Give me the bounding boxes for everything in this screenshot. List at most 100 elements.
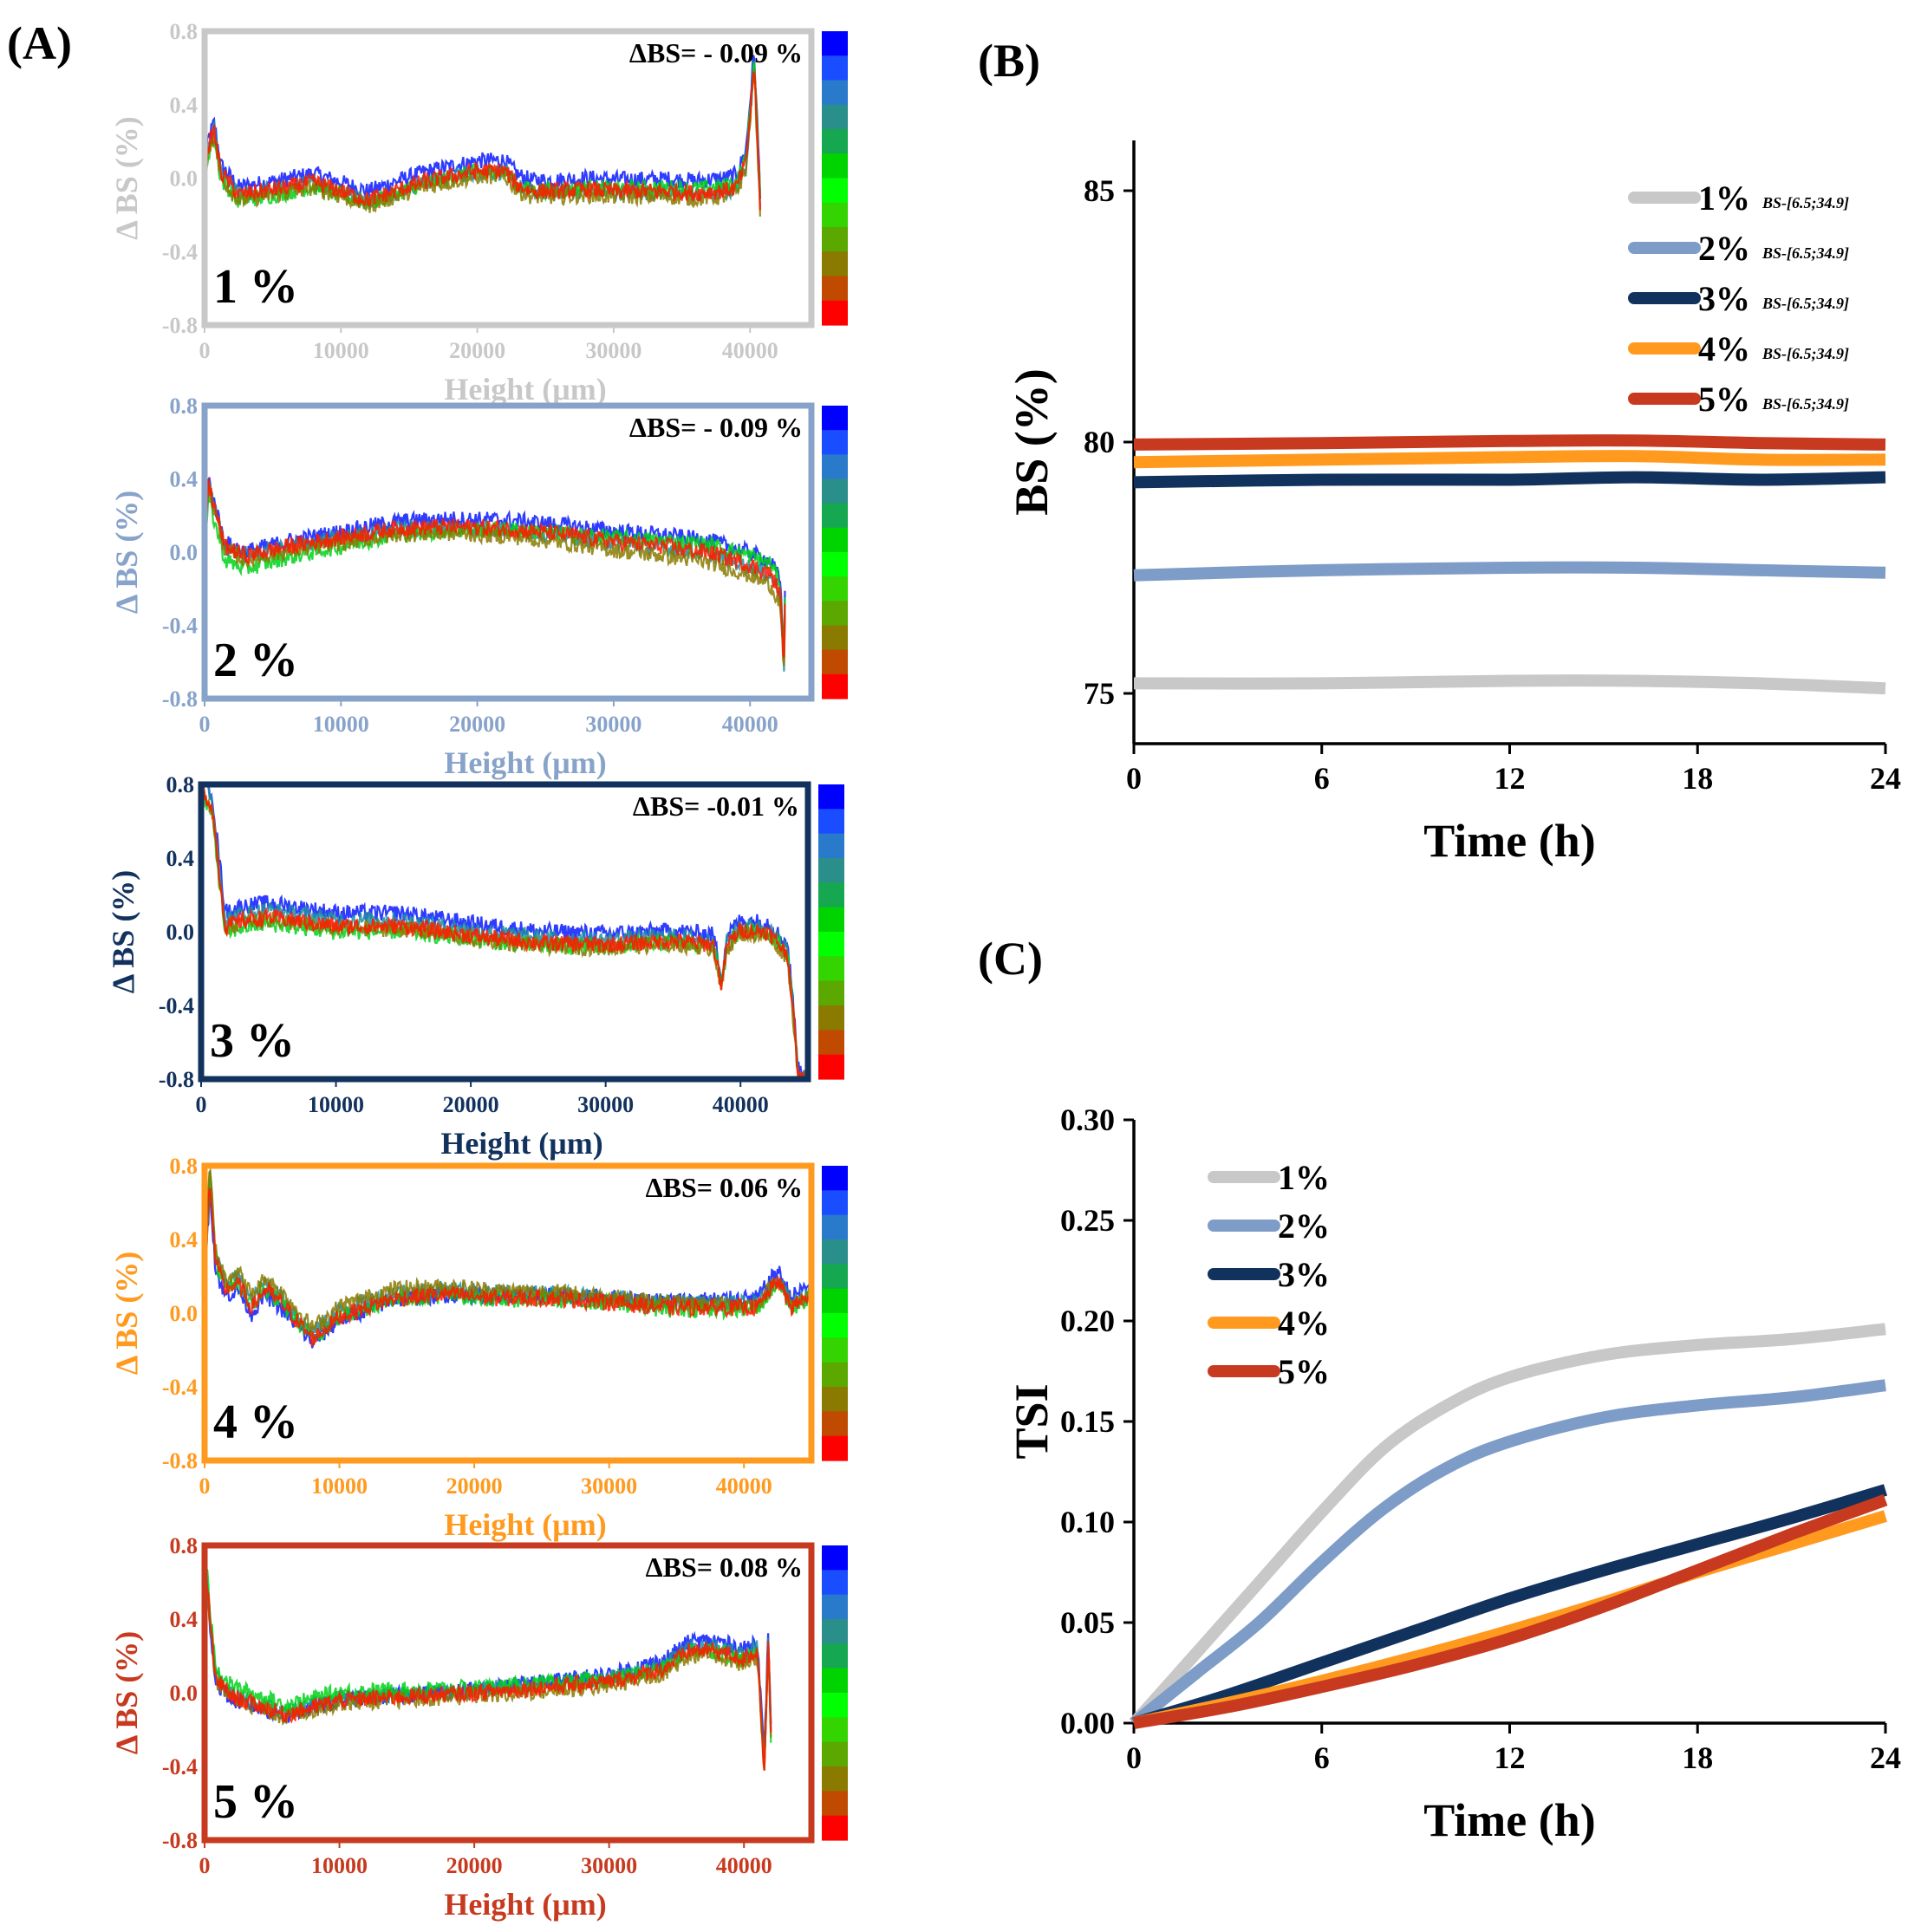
x-axis-label: Height (μm) <box>444 1887 606 1922</box>
colorbar-segment <box>822 1239 848 1265</box>
x-tick-label: 0 <box>199 1853 211 1878</box>
colorbar-segment <box>822 55 848 81</box>
colorbar <box>822 1166 848 1461</box>
plot-frame <box>201 1542 815 1844</box>
colorbar-segment <box>822 454 848 480</box>
concentration-label: 2 % <box>213 634 298 687</box>
y-tick-label: 0.20 <box>1060 1304 1115 1338</box>
series-line-5pct <box>1133 434 1886 451</box>
x-tick-label: 40000 <box>716 1853 772 1878</box>
colorbar-segment <box>822 1545 848 1571</box>
legend-suffix: BS-[6.5;34.9] <box>1761 345 1849 362</box>
y-tick-label: 0.4 <box>170 467 199 492</box>
y-tick-label: 0.15 <box>1060 1404 1115 1439</box>
colorbar-segment <box>818 932 844 957</box>
x-axis-label: Height (μm) <box>444 1507 606 1542</box>
panel-label-c: (C) <box>978 933 1043 985</box>
trace-group <box>205 1545 772 1771</box>
colorbar-segment <box>822 1387 848 1412</box>
colorbar-segment <box>822 104 848 130</box>
colorbar-segment <box>822 227 848 252</box>
colorbar-segment <box>822 80 848 106</box>
legend-label: 3% <box>1698 279 1750 318</box>
delta-bs-trace <box>205 477 786 657</box>
colorbar <box>822 406 848 699</box>
legend-label: 2% <box>1698 229 1750 268</box>
x-axis-label: Height (μm) <box>444 745 606 780</box>
concentration-label: 4 % <box>213 1395 298 1449</box>
x-tick-label: 24 <box>1870 761 1901 796</box>
colorbar-segment <box>818 858 844 883</box>
x-axis-label: Time (h) <box>1423 1794 1596 1846</box>
colorbar-segment <box>822 649 848 675</box>
x-tick-label: 20000 <box>443 1092 499 1117</box>
concentration-label: 1 % <box>213 260 298 314</box>
series-line-3pct <box>1131 1484 1888 1729</box>
x-tick-label: 0 <box>196 1092 207 1117</box>
colorbar-segment <box>822 576 848 602</box>
y-tick-label: 0.8 <box>166 772 195 797</box>
legend-label: 1% <box>1698 179 1750 218</box>
series-line-4pct <box>1133 450 1886 469</box>
series-line-1pct <box>1133 674 1886 695</box>
colorbar-segment <box>822 1288 848 1314</box>
y-tick-label: 0.4 <box>170 93 199 118</box>
y-tick-label: -0.4 <box>162 1754 198 1779</box>
colorbar-segment <box>822 1190 848 1216</box>
trace-group <box>205 477 786 672</box>
x-tick-label: 30000 <box>577 1092 634 1117</box>
legend-label: 3% <box>1278 1255 1330 1294</box>
colorbar-segment <box>822 1570 848 1596</box>
plot-frame <box>201 1162 815 1464</box>
panel-label-a: (A) <box>7 17 72 69</box>
x-tick-label: 6 <box>1314 761 1330 796</box>
x-tick-label: 10000 <box>313 712 369 737</box>
colorbar <box>822 31 848 326</box>
delta-bs-trace <box>205 71 761 211</box>
plot-frame <box>201 402 815 702</box>
y-tick-label: 80 <box>1084 425 1115 459</box>
legend-label: 5% <box>1278 1352 1330 1391</box>
y-tick-label: 0.0 <box>166 920 195 945</box>
colorbar-segment <box>822 1594 848 1620</box>
x-tick-label: 40000 <box>713 1092 769 1117</box>
delta-bs-trace <box>205 1187 811 1347</box>
x-axis-label: Height (μm) <box>444 372 606 407</box>
colorbar-segment <box>822 300 848 326</box>
colorbar-segment <box>818 980 844 1006</box>
x-tick-label: 0 <box>199 338 211 363</box>
x-tick-label: 30000 <box>581 1473 637 1499</box>
y-tick-label: -0.4 <box>162 614 198 639</box>
delta-bs-trace <box>201 784 805 1079</box>
colorbar-segment <box>822 1791 848 1817</box>
colorbar-segment <box>822 153 848 179</box>
x-tick-label: 0 <box>1126 1740 1142 1775</box>
panel-c: 0 6 12 18 24 0.00 0.05 0.10 0.15 0.20 0.25 0.30 Time… <box>1006 1103 1901 1846</box>
x-tick-label: 0 <box>1126 761 1142 796</box>
y-tick-label: 0.00 <box>1060 1706 1115 1740</box>
colorbar-segment <box>822 1619 848 1644</box>
colorbar-segment <box>822 202 848 228</box>
y-tick-label: 0.0 <box>170 1681 199 1706</box>
y-tick-label: -0.8 <box>162 1828 198 1853</box>
colorbar <box>822 1545 848 1841</box>
colorbar-segment <box>818 956 844 982</box>
x-tick-label: 30000 <box>585 712 641 737</box>
x-tick-label: 0 <box>199 1473 211 1499</box>
delta-bs-annotation: ΔBS= - 0.09 % <box>629 412 803 443</box>
colorbar-segment <box>822 1313 848 1338</box>
legend-label: 4% <box>1698 329 1750 368</box>
y-tick-label: 0.05 <box>1060 1605 1115 1640</box>
y-tick-label: -0.8 <box>162 313 198 338</box>
subchart-a2: 0 10000 20000 30000 40000 0.8 0.4 0.0 -0.4 -0.8 He… <box>109 394 848 780</box>
panel-label-b: (B) <box>978 35 1040 87</box>
subchart-a4: 0 10000 20000 30000 40000 0.8 0.4 0.0 -0.4 -0.8 He… <box>109 1154 848 1542</box>
trace-group <box>205 1167 811 1349</box>
panel-a: 0 10000 20000 30000 40000 0.8 0.4 0.0 -0.4 -0.8 He… <box>106 19 848 1922</box>
delta-bs-annotation: ΔBS= - 0.09 % <box>629 37 803 68</box>
colorbar-segment <box>818 809 844 835</box>
y-axis-label: Δ BS (%) <box>106 870 140 994</box>
y-tick-label: 0.4 <box>170 1227 199 1252</box>
plot-frame <box>198 781 811 1083</box>
